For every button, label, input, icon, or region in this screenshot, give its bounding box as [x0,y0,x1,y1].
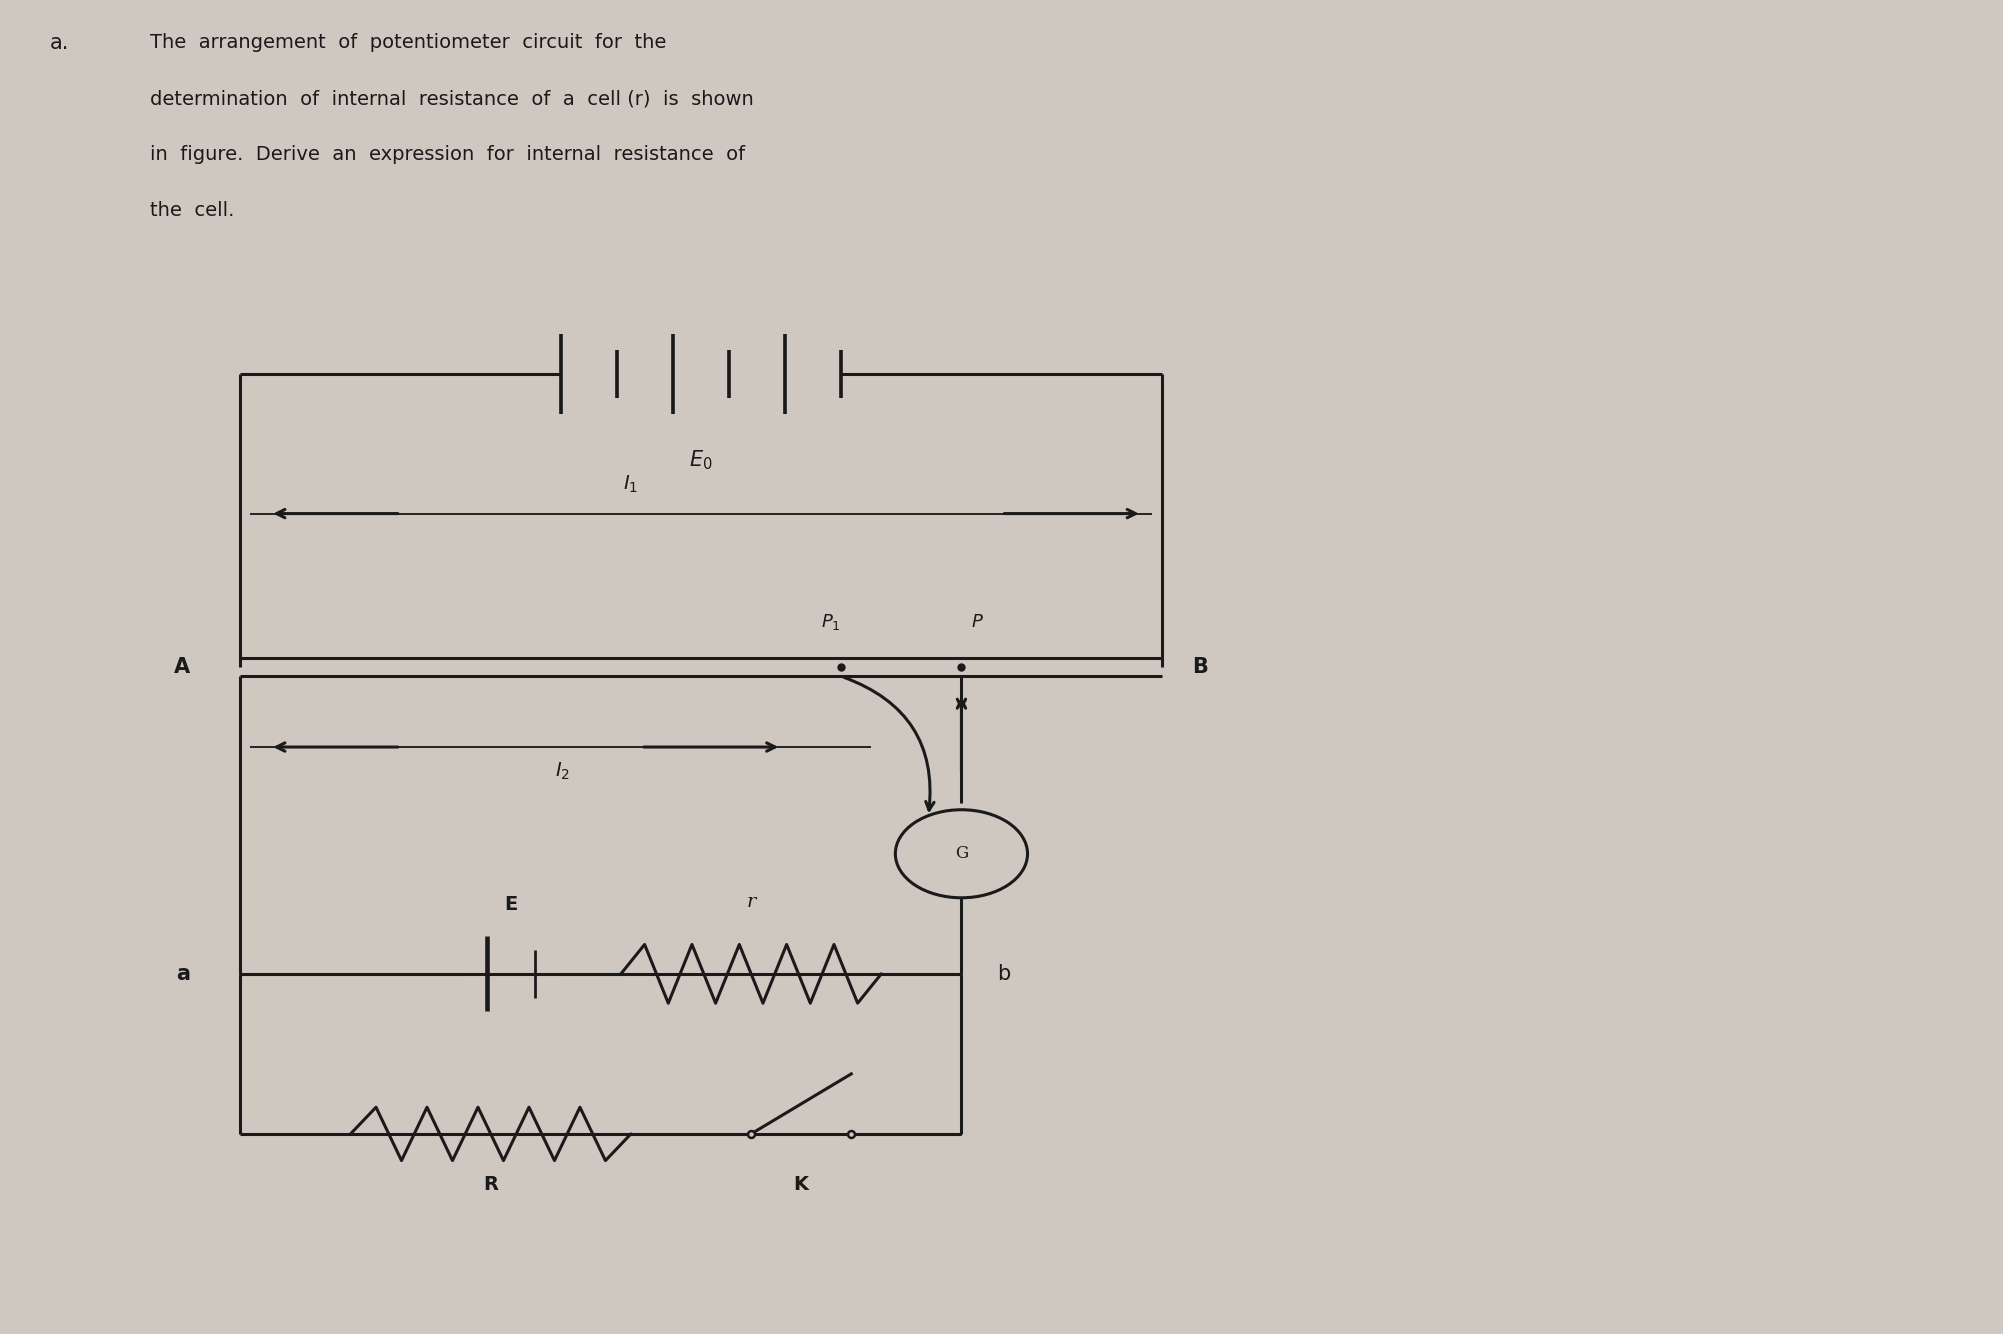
Text: K: K [793,1175,809,1194]
Text: $E_0$: $E_0$ [689,448,713,472]
Text: G: G [955,846,967,862]
Text: a.: a. [50,33,70,53]
Circle shape [895,810,1028,898]
Text: $I_2$: $I_2$ [555,760,571,782]
Text: $P_1$: $P_1$ [821,612,841,632]
Text: determination  of  internal  resistance  of  a  cell (r)  is  shown: determination of internal resistance of … [150,89,753,108]
Text: B: B [1192,658,1208,676]
Text: The  arrangement  of  potentiometer  circuit  for  the: The arrangement of potentiometer circuit… [150,33,667,52]
Text: a: a [176,964,190,983]
Text: b: b [997,964,1012,983]
Text: E: E [505,895,517,914]
Text: $P$: $P$ [971,614,983,631]
Text: $I_1$: $I_1$ [623,474,639,495]
Text: r: r [747,894,755,911]
Text: the  cell.: the cell. [150,201,234,220]
Text: R: R [483,1175,499,1194]
Text: A: A [174,658,190,676]
Text: in  figure.  Derive  an  expression  for  internal  resistance  of: in figure. Derive an expression for inte… [150,145,745,164]
